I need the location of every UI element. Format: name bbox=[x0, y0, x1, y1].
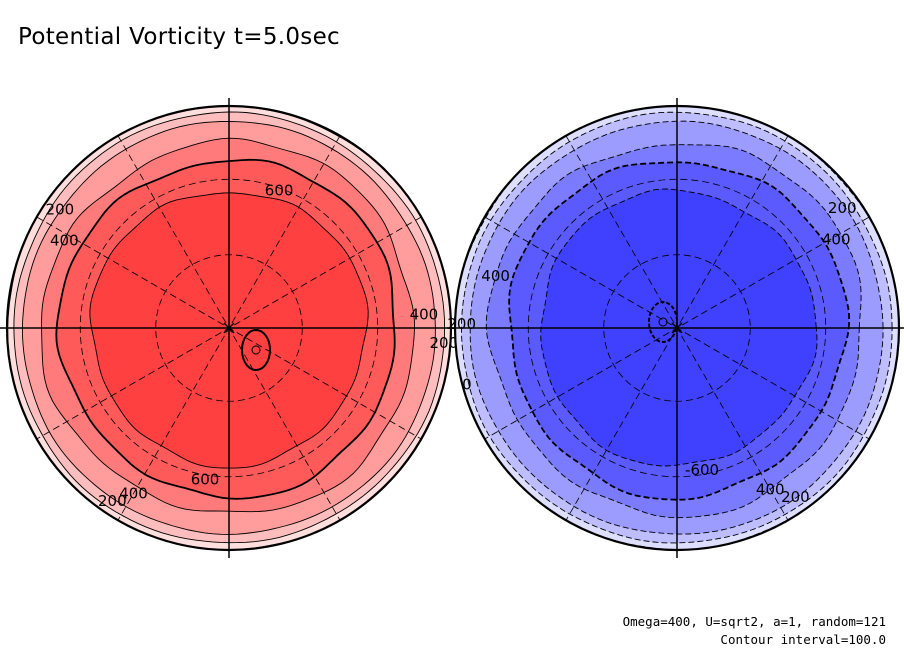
disc-border bbox=[453, 104, 901, 552]
contour-label: 200 bbox=[828, 199, 857, 217]
footer-params: Omega=400, U=sqrt2, a=1, random=121 bbox=[622, 614, 886, 629]
contour-label: 400 bbox=[50, 231, 79, 249]
pole-marker bbox=[671, 322, 683, 334]
contour-label: -600 bbox=[685, 461, 719, 479]
vortex-center bbox=[251, 345, 261, 355]
contour-label: 400 bbox=[481, 267, 510, 285]
contour-label: 200 bbox=[429, 334, 458, 352]
contour-label: 400 bbox=[756, 480, 785, 498]
contour-label: 400 bbox=[410, 305, 439, 323]
contour-label: 600 bbox=[191, 470, 220, 488]
contour-label: 0 bbox=[462, 375, 472, 393]
chart-title: Potential Vorticity t=5.0sec bbox=[18, 24, 340, 50]
contour-label: 200 bbox=[46, 201, 75, 219]
contour-label: 200 bbox=[781, 488, 810, 506]
footer-contour-interval: Contour interval=100.0 bbox=[720, 632, 886, 647]
contour-label: 200 bbox=[447, 315, 476, 333]
contour-label: 400 bbox=[822, 231, 851, 249]
contour-label: 200 bbox=[98, 492, 127, 510]
contour-label: 400 bbox=[119, 484, 148, 502]
vortex-core bbox=[241, 329, 271, 371]
pole-marker bbox=[223, 322, 235, 334]
contour-label: 600 bbox=[265, 181, 294, 199]
